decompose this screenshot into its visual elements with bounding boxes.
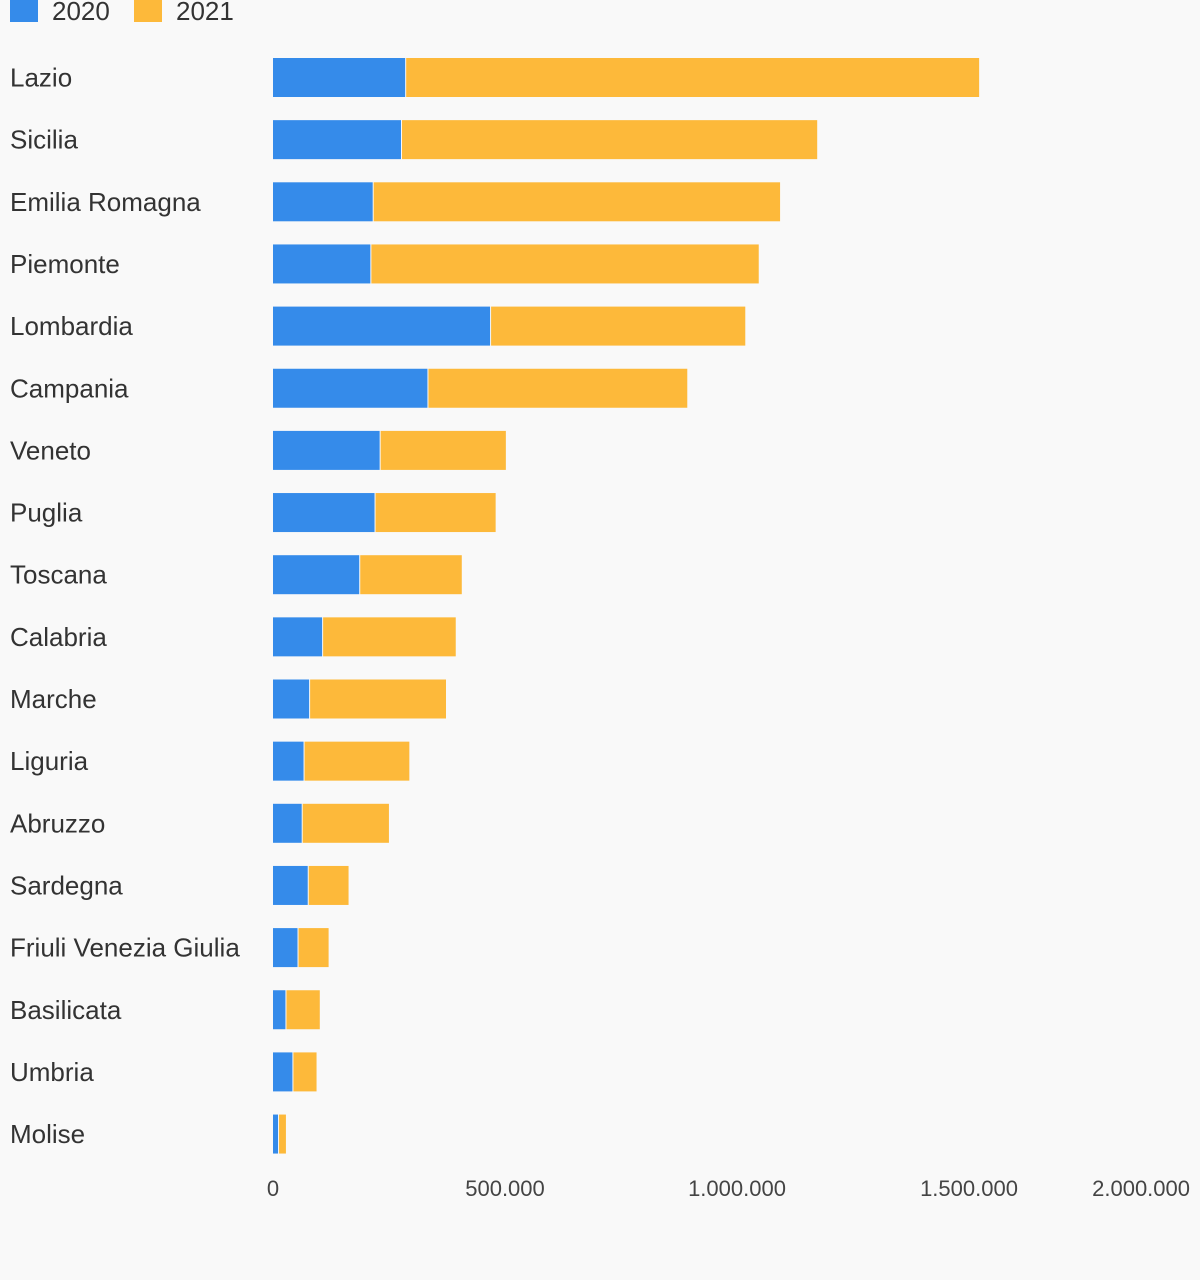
x-tick-label: 500.000: [465, 1176, 545, 1201]
bar-2020-piemonte: [273, 244, 371, 284]
bar-2020-sardegna: [273, 865, 308, 905]
category-label: Emilia Romagna: [10, 187, 201, 217]
category-labels: Lazio Sicilia Emilia Romagna Piemonte Lombar…: [10, 63, 240, 1150]
bar-2021-friuli-venezia-giulia: [298, 928, 329, 968]
bar-2021-marche: [310, 679, 446, 719]
category-label: Sardegna: [10, 870, 123, 900]
bar-2021-puglia: [375, 493, 496, 533]
bar-2021-molise: [279, 1114, 286, 1154]
bar-2021-emilia-romagna: [373, 182, 781, 222]
bar-2021-sardegna: [308, 865, 349, 905]
category-label: Marche: [10, 684, 97, 714]
bar-2021-campania: [428, 368, 688, 408]
legend-swatch-2021: [134, 0, 162, 22]
bar-2021-lazio: [406, 58, 980, 97]
bar-2020-basilicata: [273, 990, 286, 1030]
bar-2021-toscana: [360, 555, 462, 595]
x-axis: 0 500.000 1.000.000 1.500.000 2.000.000: [267, 1176, 1190, 1201]
legend: 2020 2021: [10, 0, 234, 26]
bar-2021-basilicata: [286, 990, 320, 1030]
category-label: Abruzzo: [10, 808, 105, 838]
bar-2021-sicilia: [401, 120, 818, 160]
bars: [273, 58, 980, 1154]
category-label: Puglia: [10, 498, 83, 528]
category-label: Calabria: [10, 622, 107, 652]
bar-2020-molise: [273, 1114, 279, 1154]
category-label: Umbria: [10, 1057, 94, 1087]
bar-2020-campania: [273, 368, 428, 408]
bar-2021-piemonte: [371, 244, 759, 284]
legend-label-2020: 2020: [52, 0, 110, 26]
bar-2021-lombardia: [491, 306, 746, 346]
bar-2020-emilia-romagna: [273, 182, 373, 222]
bar-2021-veneto: [380, 430, 506, 470]
x-tick-label: 2.000.000: [1092, 1176, 1190, 1201]
category-label: Lombardia: [10, 311, 133, 341]
category-label: Molise: [10, 1119, 85, 1149]
bar-2020-puglia: [273, 493, 375, 533]
bar-2020-friuli-venezia-giulia: [273, 928, 298, 968]
bar-2020-liguria: [273, 741, 304, 781]
bar-2020-toscana: [273, 555, 360, 595]
bar-2020-lazio: [273, 58, 406, 97]
bar-2020-umbria: [273, 1052, 293, 1092]
category-label: Piemonte: [10, 249, 120, 279]
category-label: Sicilia: [10, 125, 78, 155]
bar-2020-veneto: [273, 430, 380, 470]
category-label: Lazio: [10, 63, 72, 93]
legend-swatch-2020: [10, 0, 38, 22]
legend-label-2021: 2021: [176, 0, 234, 26]
x-tick-label: 1.500.000: [920, 1176, 1018, 1201]
category-label: Friuli Venezia Giulia: [10, 933, 240, 963]
category-label: Liguria: [10, 746, 89, 776]
category-label: Toscana: [10, 560, 107, 590]
bar-2021-umbria: [293, 1052, 317, 1092]
bar-2021-calabria: [323, 617, 456, 657]
x-tick-label: 0: [267, 1176, 279, 1201]
x-tick-label: 1.000.000: [688, 1176, 786, 1201]
bar-2020-calabria: [273, 617, 323, 657]
category-label: Basilicata: [10, 995, 122, 1025]
category-label: Campania: [10, 373, 129, 403]
category-label: Veneto: [10, 435, 91, 465]
bar-2020-abruzzo: [273, 803, 302, 843]
bar-2020-lombardia: [273, 306, 491, 346]
bar-2020-sicilia: [273, 120, 401, 160]
bar-2021-abruzzo: [302, 803, 389, 843]
bar-2020-marche: [273, 679, 310, 719]
bar-2021-liguria: [304, 741, 410, 781]
